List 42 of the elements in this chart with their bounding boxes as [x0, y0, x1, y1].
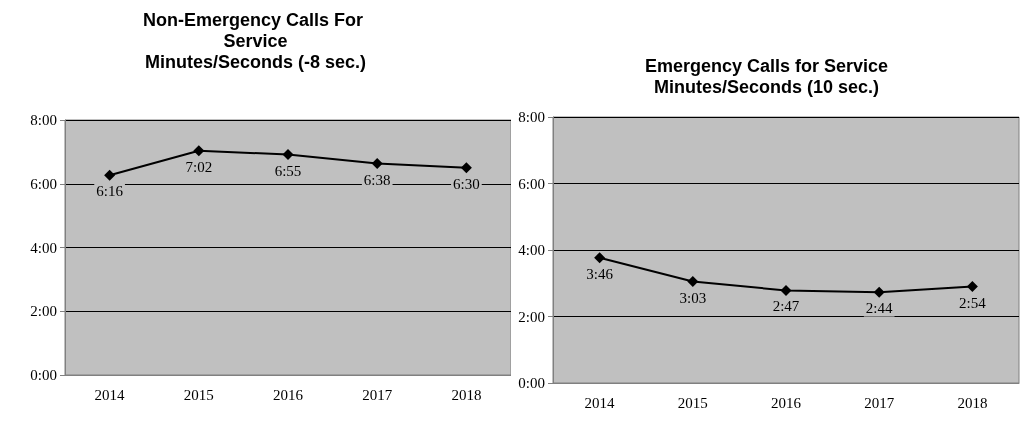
y-tick-label: 0:00: [30, 367, 57, 383]
data-label: 2:47: [772, 298, 800, 315]
x-tick-label: 2014: [94, 386, 126, 403]
y-tick-label: 2:00: [30, 303, 57, 320]
x-tick-label: 2017: [864, 394, 895, 411]
point: [873, 286, 885, 298]
point: [966, 281, 978, 293]
y-tick-label: 8:00: [30, 112, 57, 128]
y-tick-label: 6:00: [30, 175, 57, 192]
y-tick-label: 4:00: [30, 239, 57, 256]
x-tick-label: 2014: [584, 394, 616, 411]
point: [594, 252, 606, 264]
data-label: 6:38: [363, 171, 391, 188]
data-label: 3:46: [586, 265, 614, 282]
point: [780, 284, 792, 296]
chart-title: Emergency Calls for Service Minutes/Seconds (10 sec.): [644, 55, 889, 97]
point: [193, 145, 205, 157]
y-tick-label: 4:00: [518, 242, 545, 258]
point: [371, 158, 383, 170]
point: [687, 276, 699, 288]
x-tick-label: 2018: [957, 394, 988, 411]
point: [104, 169, 116, 181]
point: [282, 149, 294, 161]
data-label: 3:03: [679, 289, 707, 306]
y-tick-label: 2:00: [518, 308, 545, 325]
data-label: 2:44: [865, 300, 894, 317]
data-label: 7:02: [185, 158, 213, 175]
x-tick-label: 2015: [183, 386, 214, 403]
x-tick-label: 2016: [273, 386, 304, 403]
chart-title: Non-Emergency Calls For Service Minutes/Seconds (-8 sec.): [142, 9, 369, 72]
x-tick-label: 2018: [451, 386, 482, 403]
data-label: 6:30: [453, 175, 480, 192]
y-tick-label: 8:00: [518, 109, 545, 125]
data-label: 6:55: [274, 162, 302, 179]
data-label: 6:16: [96, 183, 124, 200]
data-label: 2:54: [959, 294, 987, 311]
y-tick-label: 0:00: [518, 375, 545, 391]
x-tick-label: 2017: [362, 386, 393, 403]
y-tick-label: 6:00: [518, 175, 545, 192]
x-tick-label: 2016: [771, 394, 802, 411]
x-tick-label: 2015: [677, 394, 708, 411]
point: [460, 162, 472, 174]
